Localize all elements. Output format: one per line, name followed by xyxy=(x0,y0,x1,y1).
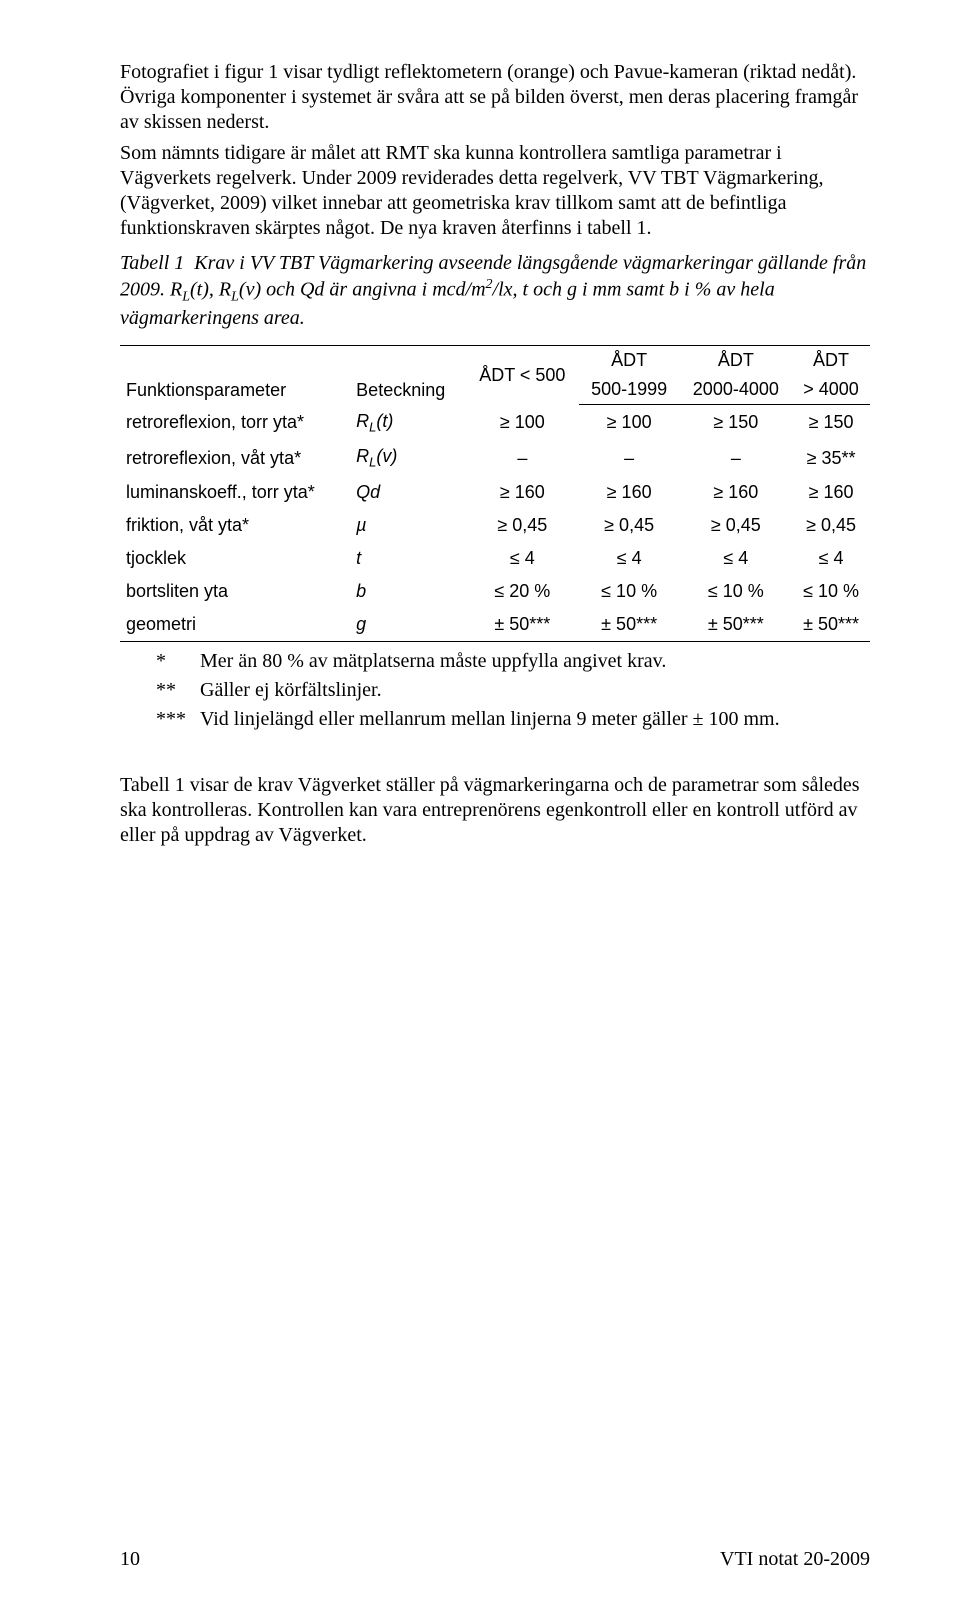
cell-beteckning: µ xyxy=(350,509,466,542)
cell-beteckning: RL(v) xyxy=(350,440,466,476)
cell-param: tjocklek xyxy=(120,542,350,575)
table-row: bortsliten ytab≤ 20 %≤ 10 %≤ 10 %≤ 10 % xyxy=(120,575,870,608)
cell-beteckning: b xyxy=(350,575,466,608)
col-adt-gt4000-bot: > 4000 xyxy=(792,375,870,405)
cell-param: luminanskoeff., torr yta* xyxy=(120,476,350,509)
cell-value: ≥ 160 xyxy=(792,476,870,509)
cell-value: ≤ 20 % xyxy=(466,575,579,608)
col-adt-2000-4000-bot: 2000-4000 xyxy=(680,375,792,405)
col-funktionsparameter: Funktionsparameter xyxy=(120,346,350,405)
footnote-2-mark: ** xyxy=(156,677,200,704)
cell-value: ≥ 150 xyxy=(680,405,792,441)
cell-beteckning: t xyxy=(350,542,466,575)
cell-param: retroreflexion, torr yta* xyxy=(120,405,350,441)
footnote-2-text: Gäller ej körfältslinjer. xyxy=(200,677,382,704)
requirements-table: Funktionsparameter Beteckning ÅDT < 500 … xyxy=(120,345,870,642)
cell-value: – xyxy=(466,440,579,476)
footnote-2: ** Gäller ej körfältslinjer. xyxy=(120,677,870,704)
cell-value: ≥ 160 xyxy=(466,476,579,509)
cell-param: friktion, våt yta* xyxy=(120,509,350,542)
cell-value: ≤ 10 % xyxy=(792,575,870,608)
cell-value: – xyxy=(579,440,680,476)
footnotes: * Mer än 80 % av mätplatserna måste uppf… xyxy=(120,648,870,733)
cell-value: ± 50*** xyxy=(792,608,870,642)
paragraph-1: Fotografiet i figur 1 visar tydligt refl… xyxy=(120,60,870,135)
cell-value: – xyxy=(680,440,792,476)
cell-value: ≤ 10 % xyxy=(680,575,792,608)
cell-value: ≤ 4 xyxy=(466,542,579,575)
doc-id: VTI notat 20-2009 xyxy=(720,1548,870,1571)
cell-value: ≤ 4 xyxy=(680,542,792,575)
col-beteckning: Beteckning xyxy=(350,346,466,405)
footnote-3: *** Vid linjelängd eller mellanrum mella… xyxy=(120,706,870,733)
table-row: retroreflexion, våt yta*RL(v)–––≥ 35** xyxy=(120,440,870,476)
col-adt-2000-4000-top: ÅDT xyxy=(680,346,792,376)
paragraph-after-table: Tabell 1 visar de krav Vägverket ställer… xyxy=(120,773,870,848)
cell-value: ≥ 160 xyxy=(680,476,792,509)
footnote-1-text: Mer än 80 % av mätplatserna måste uppfyl… xyxy=(200,648,666,675)
table-row: tjocklekt≤ 4≤ 4≤ 4≤ 4 xyxy=(120,542,870,575)
cell-value: ≥ 0,45 xyxy=(680,509,792,542)
page-footer: 10 VTI notat 20-2009 xyxy=(120,1548,870,1571)
footnote-3-text: Vid linjelängd eller mellanrum mellan li… xyxy=(200,706,780,733)
cell-beteckning: g xyxy=(350,608,466,642)
cell-value: ≥ 100 xyxy=(579,405,680,441)
cell-value: ≥ 0,45 xyxy=(466,509,579,542)
table-row: friktion, våt yta*µ≥ 0,45≥ 0,45≥ 0,45≥ 0… xyxy=(120,509,870,542)
cell-value: ± 50*** xyxy=(680,608,792,642)
footnote-1: * Mer än 80 % av mätplatserna måste uppf… xyxy=(120,648,870,675)
cell-param: bortsliten yta xyxy=(120,575,350,608)
cell-value: ≥ 0,45 xyxy=(579,509,680,542)
cell-value: ≤ 10 % xyxy=(579,575,680,608)
cell-value: ≥ 0,45 xyxy=(792,509,870,542)
table-row: geometrig± 50***± 50***± 50***± 50*** xyxy=(120,608,870,642)
footnote-1-mark: * xyxy=(156,648,200,675)
col-adt-lt500: ÅDT < 500 xyxy=(466,346,579,405)
footnote-3-mark: *** xyxy=(156,706,200,733)
table-row: retroreflexion, torr yta*RL(t)≥ 100≥ 100… xyxy=(120,405,870,441)
cell-param: retroreflexion, våt yta* xyxy=(120,440,350,476)
page-number: 10 xyxy=(120,1548,140,1571)
table-row: luminanskoeff., torr yta*Qd≥ 160≥ 160≥ 1… xyxy=(120,476,870,509)
table-caption: Tabell 1 Krav i VV TBT Vägmarkering avse… xyxy=(120,251,870,331)
col-adt-gt4000-top: ÅDT xyxy=(792,346,870,376)
col-adt-500-1999-top: ÅDT xyxy=(579,346,680,376)
cell-value: ± 50*** xyxy=(466,608,579,642)
cell-value: ≥ 160 xyxy=(579,476,680,509)
cell-value: ≥ 100 xyxy=(466,405,579,441)
cell-value: ≤ 4 xyxy=(792,542,870,575)
cell-value: ≥ 35** xyxy=(792,440,870,476)
col-adt-500-1999-bot: 500-1999 xyxy=(579,375,680,405)
table-body: retroreflexion, torr yta*RL(t)≥ 100≥ 100… xyxy=(120,405,870,642)
cell-value: ± 50*** xyxy=(579,608,680,642)
cell-beteckning: RL(t) xyxy=(350,405,466,441)
cell-value: ≥ 150 xyxy=(792,405,870,441)
paragraph-2: Som nämnts tidigare är målet att RMT ska… xyxy=(120,141,870,241)
cell-param: geometri xyxy=(120,608,350,642)
cell-value: ≤ 4 xyxy=(579,542,680,575)
cell-beteckning: Qd xyxy=(350,476,466,509)
